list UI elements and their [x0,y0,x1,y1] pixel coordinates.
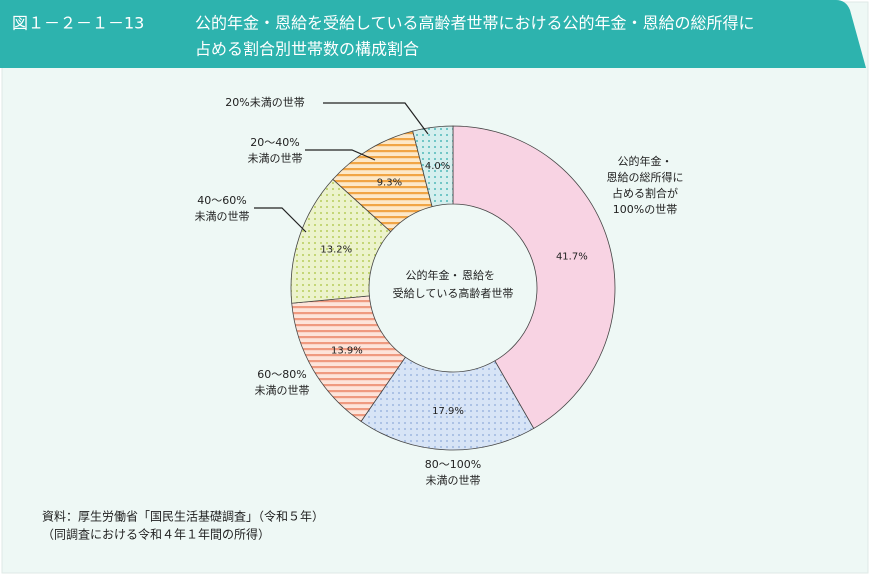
value-label: 41.7% [556,251,588,262]
center-label: 受給している高齢者世帯 [393,286,514,300]
category-label: 100%の世帯 [613,203,677,216]
value-label: 17.9% [432,406,464,417]
category-label: 60～80% [257,368,306,381]
chart-title: 占める割合別世帯数の構成割合 [195,40,419,59]
category-label: 未満の世帯 [255,384,310,397]
value-label: 9.3% [377,178,402,189]
figure-number: 図１－２－１－13 [12,14,144,33]
donut-segment [360,356,535,451]
category-label: 20%未満の世帯 [225,96,304,109]
header-band [0,0,866,68]
center-label: 公的年金・ [406,268,461,282]
leader-line [254,207,307,233]
category-label: 20～40% [250,136,299,149]
category-label: 未満の世帯 [195,210,250,223]
center-label: 恩給を [462,268,495,282]
donut [290,125,616,451]
source: （同調査における令和４年１年間の所得） [42,527,270,542]
value-label: 13.2% [320,244,352,255]
category-label: 公的年金・ [618,154,673,168]
leader-line [323,102,429,135]
donut-segment [412,125,454,208]
leader-line [305,149,376,161]
category-label: 80～100% [425,458,481,471]
chart-title: 公的年金・恩給を受給している高齢者世帯における公的年金・恩給の総所得に [195,14,755,33]
category-label: 40～60% [197,194,246,207]
donut-segment [452,125,616,430]
category-label: 未満の世帯 [248,152,303,165]
category-label: 占める割合が [612,186,678,200]
value-label: 13.9% [331,345,363,356]
source: 資料：厚生労働省「国民生活基礎調査」（令和５年） [42,509,324,524]
category-label: 未満の世帯 [426,474,481,487]
value-label: 4.0% [425,161,450,172]
category-label: 恩給の総所得に [607,170,684,184]
